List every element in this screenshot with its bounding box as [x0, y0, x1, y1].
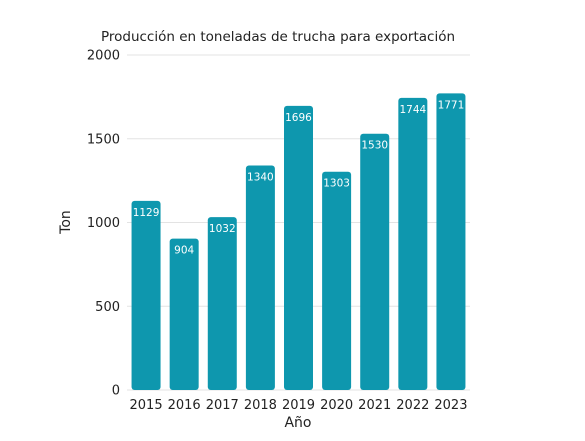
x-tick-label: 2023 [434, 398, 467, 413]
y-tick-label: 0 [112, 384, 120, 399]
y-tick-label: 1000 [87, 216, 120, 231]
bar [322, 171, 352, 390]
x-tick-label: 2015 [130, 398, 163, 413]
bar-value-label: 1530 [361, 140, 388, 152]
x-tick-label: 2022 [396, 398, 429, 413]
y-tick-label: 1500 [87, 132, 120, 147]
bar-value-label: 1303 [323, 178, 350, 190]
bar [131, 200, 161, 390]
x-axis-label: Año [284, 415, 311, 431]
bar-value-label: 1744 [399, 104, 426, 116]
bar-value-label: 1032 [209, 223, 236, 235]
bar [360, 133, 390, 390]
bar [169, 238, 199, 390]
chart-title: Producción en toneladas de trucha para e… [101, 29, 455, 45]
x-tick-label: 2019 [282, 398, 315, 413]
bar-value-label: 1129 [133, 207, 160, 219]
bars: 1129 904 1032 1340 1696 1303 1530 1744 1771 [131, 93, 466, 391]
x-tick-label: 2017 [206, 398, 239, 413]
bar [245, 165, 275, 390]
bar-value-label: 1340 [247, 172, 274, 184]
bar [398, 97, 428, 390]
y-axis-label: Ton [58, 210, 74, 235]
bar-value-label: 904 [174, 245, 194, 257]
bar [207, 217, 237, 390]
x-tick-label: 2021 [358, 398, 391, 413]
y-axis-ticks: 0 500 1000 1500 2000 [87, 49, 120, 399]
x-tick-label: 2020 [320, 398, 353, 413]
bar [284, 105, 313, 391]
x-axis-ticks: 2015 2016 2017 2018 2019 2020 2021 2022 2023 [130, 398, 468, 413]
bar-value-label: 1771 [438, 99, 465, 111]
bar-value-label: 1696 [285, 112, 312, 124]
y-tick-label: 2000 [87, 49, 120, 64]
x-tick-label: 2018 [244, 398, 277, 413]
x-tick-label: 2016 [168, 398, 201, 413]
bar [436, 93, 466, 391]
y-tick-label: 500 [95, 300, 120, 315]
